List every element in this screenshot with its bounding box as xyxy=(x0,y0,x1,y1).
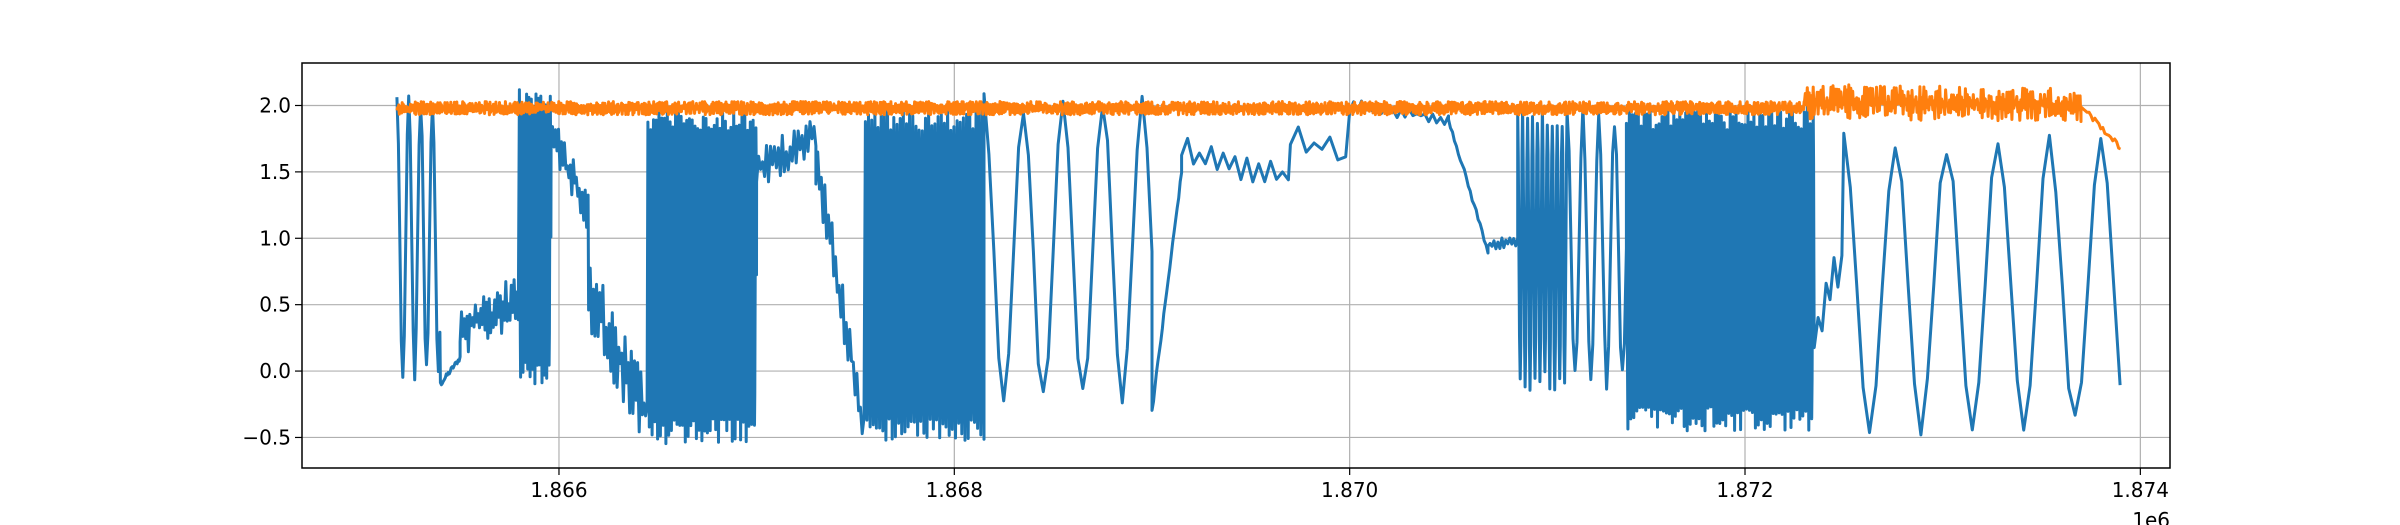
y-tick-label: 0.5 xyxy=(259,293,291,317)
x-tick-label: 1.868 xyxy=(926,478,983,502)
axes-frame xyxy=(301,62,2171,469)
x-tick-label: 1.870 xyxy=(1321,478,1378,502)
y-tick-label: 1.5 xyxy=(259,160,291,184)
x-offset-label: 1e6 xyxy=(2132,508,2170,525)
y-tick-label: 0.0 xyxy=(259,359,291,383)
y-tick-label: 1.0 xyxy=(259,226,291,250)
series-line-1 xyxy=(395,88,2122,446)
ticks: 1.866 1.868 1.870 1.872 1.874 −0.5 0.0 0.5 1.0 1.… xyxy=(242,93,2169,502)
x-tick-label: 1.874 xyxy=(2112,478,2169,502)
series-layer xyxy=(395,83,2122,446)
y-tick-label: 2.0 xyxy=(259,93,291,117)
y-tick-label: −0.5 xyxy=(242,425,291,449)
x-tick-label: 1.872 xyxy=(1716,478,1773,502)
series-line-2 xyxy=(395,83,2122,151)
x-tick-label: 1.866 xyxy=(530,478,587,502)
